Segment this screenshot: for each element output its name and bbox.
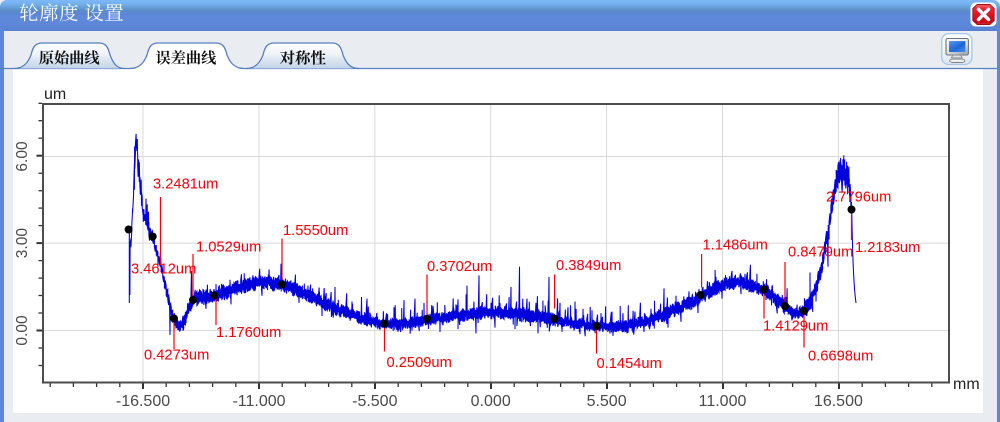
svg-text:3.2481um: 3.2481um bbox=[153, 176, 218, 192]
svg-text:0.3702um: 0.3702um bbox=[427, 259, 492, 275]
svg-text:mm: mm bbox=[953, 376, 980, 393]
svg-text:0.6698um: 0.6698um bbox=[808, 348, 873, 364]
svg-text:-11.000: -11.000 bbox=[232, 393, 285, 410]
svg-text:1.0529um: 1.0529um bbox=[196, 239, 261, 255]
svg-text:0.00: 0.00 bbox=[14, 315, 31, 346]
svg-text:0.2509um: 0.2509um bbox=[387, 355, 452, 371]
svg-text:0.000: 0.000 bbox=[471, 393, 511, 410]
svg-text:2.7796um: 2.7796um bbox=[826, 189, 891, 205]
svg-text:0.8479um: 0.8479um bbox=[788, 244, 853, 260]
svg-text:1.1760um: 1.1760um bbox=[216, 325, 281, 341]
svg-text:0.1454um: 0.1454um bbox=[597, 356, 662, 372]
svg-text:0.3849um: 0.3849um bbox=[556, 258, 621, 274]
svg-text:6.00: 6.00 bbox=[14, 141, 31, 172]
svg-text:-16.500: -16.500 bbox=[116, 393, 170, 410]
svg-text:1.2183um: 1.2183um bbox=[855, 240, 920, 256]
svg-text:11.000: 11.000 bbox=[699, 393, 747, 410]
svg-text:um: um bbox=[44, 86, 66, 103]
svg-text:16.500: 16.500 bbox=[814, 393, 863, 410]
svg-text:1.5550um: 1.5550um bbox=[283, 223, 348, 239]
svg-text:1.1486um: 1.1486um bbox=[703, 237, 768, 253]
svg-text:3.00: 3.00 bbox=[14, 228, 31, 259]
svg-text:5.500: 5.500 bbox=[587, 393, 627, 410]
svg-text:0.4273um: 0.4273um bbox=[144, 347, 209, 363]
svg-text:3.4612um: 3.4612um bbox=[131, 261, 196, 277]
svg-text:-5.500: -5.500 bbox=[352, 393, 397, 410]
svg-text:1.4129um: 1.4129um bbox=[763, 318, 828, 334]
